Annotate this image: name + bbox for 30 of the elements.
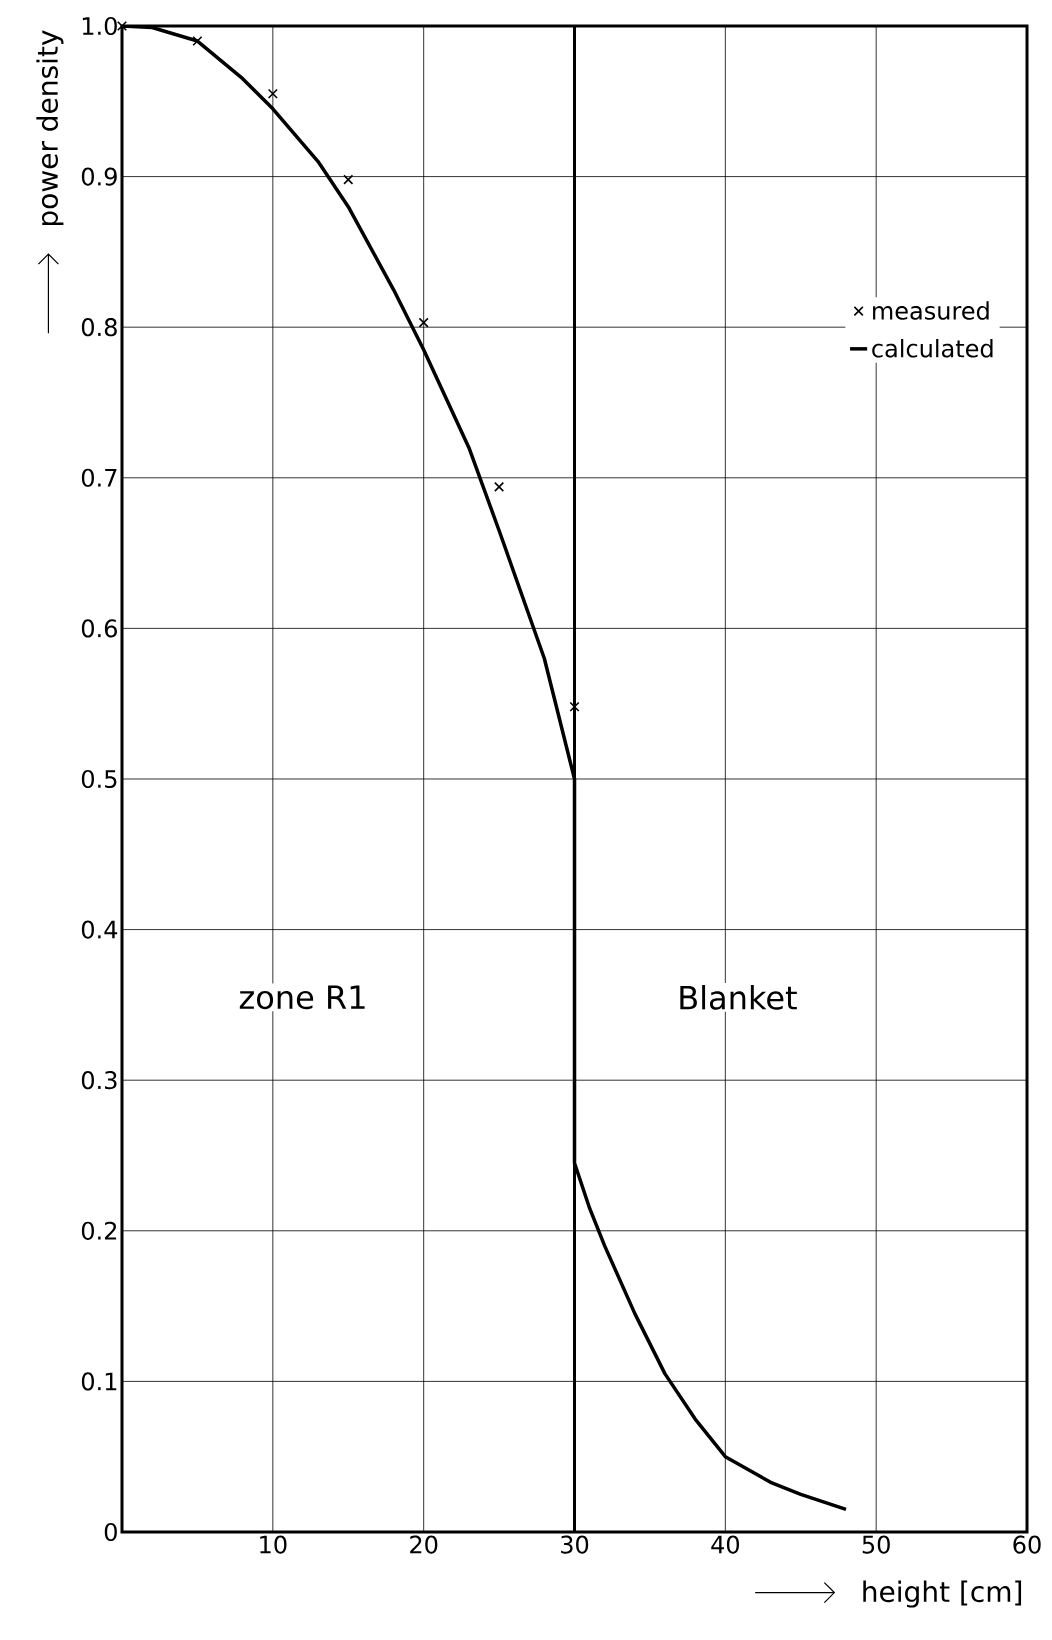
x-axis-title: height [cm] <box>863 1580 1022 1608</box>
x-tick-label: 50 <box>862 1535 890 1554</box>
y-tick-label: 0.3 <box>81 1071 117 1090</box>
y-tick-label: 0 <box>104 1522 117 1542</box>
x-tick-label: 20 <box>410 1535 438 1554</box>
y-tick-label: 0.6 <box>81 619 117 638</box>
legend-label: measured <box>873 301 989 320</box>
x-tick-label: 60 <box>1013 1535 1041 1554</box>
y-tick-label: 0.9 <box>81 167 117 186</box>
x-tick-label: 40 <box>711 1535 740 1554</box>
point <box>418 317 429 328</box>
y-tick-label: 0.7 <box>81 468 117 487</box>
annotation: Blanket <box>680 984 797 1010</box>
y-tick-label: 0.4 <box>81 920 118 939</box>
point <box>494 481 505 492</box>
y-tick-label: 0.2 <box>81 1221 117 1240</box>
y-tick-label: 0.5 <box>81 769 117 789</box>
point <box>192 36 203 47</box>
x-tick-label: 10 <box>260 1535 287 1554</box>
y-tick-label: 0.8 <box>81 318 117 337</box>
y-tick-label: 1.0 <box>82 16 117 36</box>
legend-label: calculated <box>872 339 993 358</box>
point <box>116 20 128 32</box>
x-tick-label: 30 <box>561 1535 589 1554</box>
y-axis-title: power density <box>36 30 64 226</box>
point <box>569 701 580 712</box>
annotation: zone R1 <box>239 985 365 1010</box>
point <box>343 174 354 185</box>
point <box>267 88 278 99</box>
y-tick-label: 0.1 <box>81 1372 117 1391</box>
